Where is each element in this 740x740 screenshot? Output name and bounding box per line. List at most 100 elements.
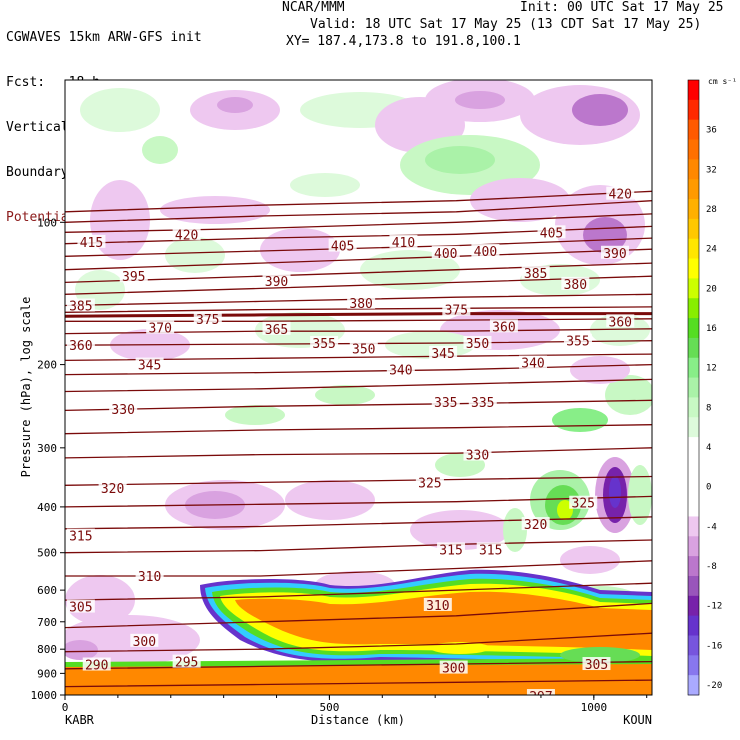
colorbar-tick-label: 16 xyxy=(706,324,717,334)
theta-label-bg xyxy=(146,320,175,334)
theta-contour xyxy=(65,237,652,257)
theta-label-bg xyxy=(600,245,629,259)
theta-label: 300 xyxy=(442,662,465,677)
theta-contour xyxy=(65,248,652,271)
theta-contour xyxy=(65,495,652,508)
right-station-label: KOUN xyxy=(623,713,652,727)
theta-label-bg xyxy=(77,234,106,248)
velocity-region xyxy=(165,237,225,273)
potential-temperature-labels: 415 420 395 385 390 405 410 400 400 385 380 405 390 4… xyxy=(66,186,635,705)
colorbar-swatch xyxy=(688,417,699,438)
theta-label-bg xyxy=(415,475,444,489)
colorbar-swatch xyxy=(688,298,699,319)
y-axis-title: Pressure (hPa), log scale xyxy=(19,297,33,478)
theta-label: 320 xyxy=(101,482,124,497)
velocity-region xyxy=(628,465,652,525)
theta-label-bg xyxy=(442,302,471,316)
theta-label: 320 xyxy=(524,518,547,533)
theta-label: 350 xyxy=(466,337,489,352)
theta-label: 360 xyxy=(609,315,632,330)
theta-label: 355 xyxy=(312,337,335,352)
velocity-region xyxy=(360,250,460,290)
theta-label: 380 xyxy=(564,278,587,293)
velocity-region xyxy=(430,642,490,654)
theta-label: 375 xyxy=(445,304,468,319)
colorbar-tick-label: 24 xyxy=(706,245,717,255)
theta-label-bg xyxy=(521,265,550,279)
theta-label-bg xyxy=(437,542,466,556)
colorbar-swatch xyxy=(688,199,699,220)
theta-label: 345 xyxy=(138,359,161,374)
velocity-region xyxy=(285,480,375,520)
theta-contour xyxy=(65,660,652,670)
theta-label-bg xyxy=(561,276,590,290)
theta-label-bg xyxy=(606,186,635,200)
colorbar-tick-label: -20 xyxy=(706,681,722,691)
theta-label: 297 xyxy=(529,690,552,705)
y-tick-label: 800 xyxy=(37,643,57,656)
theta-label: 400 xyxy=(474,245,497,260)
colorbar-tick-label: -16 xyxy=(706,641,722,651)
plot-frame xyxy=(64,79,653,696)
theta-label: 310 xyxy=(426,599,449,614)
colorbar-tick-label: 20 xyxy=(706,284,717,294)
velocity-region xyxy=(560,546,620,574)
theta-label-bg xyxy=(429,345,458,359)
colorbar-swatch xyxy=(688,119,699,141)
theta-label-bg xyxy=(439,660,468,674)
y-tick-label: 600 xyxy=(37,584,57,597)
velocity-region xyxy=(572,94,628,126)
theta-label: 410 xyxy=(392,236,415,251)
theta-label: 290 xyxy=(85,659,108,674)
theta-label: 385 xyxy=(69,300,92,315)
colorbar-swatch xyxy=(688,476,699,498)
colorbar-swatch xyxy=(688,377,699,398)
surface-layer-edge xyxy=(65,658,652,667)
theta-label: 395 xyxy=(122,270,145,285)
colorbar-tick-label: -12 xyxy=(706,602,722,612)
theta-label: 360 xyxy=(492,320,515,335)
colorbar-swatch xyxy=(688,536,699,557)
theta-label-bg xyxy=(328,238,357,252)
velocity-region xyxy=(142,136,178,164)
theta-label-bg xyxy=(431,245,460,259)
colorbar-swatch xyxy=(688,318,699,339)
velocity-region xyxy=(80,88,160,132)
theta-label-bg xyxy=(172,227,201,241)
colorbar-swatch xyxy=(688,80,699,101)
theta-label: 360 xyxy=(69,339,92,354)
theta-label: 350 xyxy=(352,343,375,358)
colorbar-tick-label: 4 xyxy=(706,443,711,453)
theta-contour xyxy=(65,539,652,554)
theta-contour xyxy=(65,312,652,318)
theta-label: 415 xyxy=(80,236,103,251)
theta-label: 390 xyxy=(603,247,626,262)
velocity-region xyxy=(552,408,608,432)
theta-label: 345 xyxy=(431,347,454,362)
theta-contour xyxy=(65,475,652,486)
theta-label-bg xyxy=(521,517,550,531)
theta-label-bg xyxy=(431,395,460,409)
colorbar-swatch xyxy=(688,496,699,517)
velocity-region xyxy=(65,640,98,660)
theta-label-bg xyxy=(135,568,164,582)
theta-label: 325 xyxy=(572,497,595,512)
colorbar-frame xyxy=(687,79,700,696)
colorbar-swatch xyxy=(688,357,699,379)
x-axis: 0 500 1000 xyxy=(62,695,648,714)
colorbar-swatch xyxy=(688,258,699,279)
theta-label-bg xyxy=(468,395,497,409)
colorbar-tick-label: 0 xyxy=(706,483,711,493)
theta-contour xyxy=(65,602,652,629)
theta-label: 340 xyxy=(521,357,544,372)
theta-contour xyxy=(65,582,652,601)
theta-contour xyxy=(65,200,652,223)
cross-section-endpoints: XY= 187.4,173.8 to 191.8,100.1 xyxy=(286,34,521,49)
colorbar-swatch xyxy=(688,179,699,200)
theta-label: 325 xyxy=(418,476,441,491)
colorbar-swatch xyxy=(688,635,699,656)
theta-label-bg xyxy=(66,528,95,542)
theta-contour xyxy=(65,306,652,313)
theta-label-bg xyxy=(476,542,505,556)
